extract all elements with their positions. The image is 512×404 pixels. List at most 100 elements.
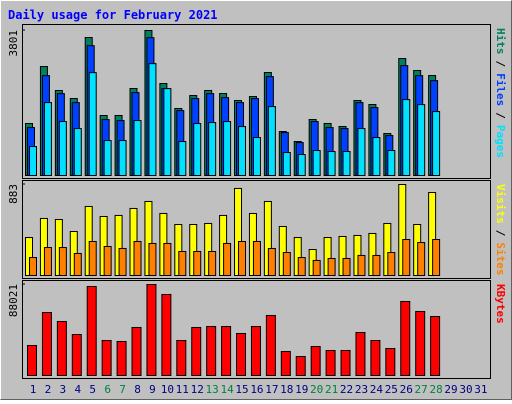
y-tick-label: 88021 <box>7 284 20 317</box>
bar <box>402 239 411 276</box>
bar <box>131 326 142 376</box>
x-tick-label: 5 <box>89 383 96 396</box>
bar <box>372 254 381 276</box>
x-tick-label: 27 <box>415 383 428 396</box>
legend-entry: Pages <box>494 125 507 158</box>
bar <box>133 120 142 176</box>
x-tick-label: 6 <box>104 383 111 396</box>
bar <box>161 293 172 376</box>
bar <box>297 257 306 277</box>
bar <box>163 88 172 176</box>
bar <box>252 137 261 176</box>
legend: KBytes <box>494 284 507 324</box>
bar <box>238 240 247 276</box>
legend: Hits / Files / Pages <box>494 28 507 158</box>
bar <box>73 128 82 176</box>
x-tick-label: 23 <box>355 383 368 396</box>
bar <box>223 121 232 176</box>
bar <box>357 254 366 276</box>
x-tick-label: 19 <box>295 383 308 396</box>
bar <box>178 250 187 277</box>
legend-entry: Hits <box>494 28 507 55</box>
bar <box>310 345 321 376</box>
bar <box>163 242 172 277</box>
bar <box>133 240 142 276</box>
legend-entry: Sites <box>494 242 507 275</box>
x-tick-label: 22 <box>340 383 353 396</box>
bar <box>312 150 321 176</box>
bar <box>297 154 306 177</box>
bar <box>191 326 202 376</box>
x-tick-label: 16 <box>250 383 263 396</box>
x-tick-label: 11 <box>176 383 189 396</box>
bar <box>58 247 67 277</box>
bar <box>101 339 112 377</box>
bar <box>430 315 441 376</box>
y-tick-label: 883 <box>7 184 20 204</box>
bar <box>387 150 396 176</box>
bar <box>370 339 381 377</box>
bar <box>103 140 112 177</box>
x-tick-label: 8 <box>134 383 141 396</box>
bar <box>88 240 97 276</box>
bar <box>193 123 202 176</box>
x-tick-label: 12 <box>191 383 204 396</box>
bar <box>280 350 291 377</box>
bar <box>148 63 157 176</box>
bar <box>355 331 366 376</box>
chart-title: Daily usage for February 2021 <box>8 8 218 22</box>
legend-separator: / <box>494 112 507 119</box>
x-tick-label: 24 <box>370 383 384 396</box>
bar <box>265 314 276 377</box>
bar <box>148 242 157 277</box>
bar <box>415 310 426 376</box>
bar <box>176 339 187 377</box>
x-tick-label: 13 <box>206 383 219 396</box>
bar <box>103 245 112 277</box>
bar <box>41 311 52 376</box>
bar <box>327 151 336 176</box>
x-tick-label: 18 <box>280 383 293 396</box>
bar <box>327 257 336 277</box>
x-tick-label: 17 <box>265 383 278 396</box>
x-tick-label: 4 <box>74 383 81 396</box>
bar <box>432 239 441 276</box>
x-tick-label: 30 <box>459 383 472 396</box>
bar <box>43 247 52 277</box>
legend-separator: / <box>494 230 507 237</box>
bar <box>118 140 127 177</box>
bar <box>342 257 351 277</box>
bar <box>267 106 276 176</box>
bar <box>146 284 157 376</box>
bar <box>417 104 426 176</box>
bar <box>357 128 366 176</box>
x-tick-label: 15 <box>235 383 248 396</box>
bar <box>267 247 276 277</box>
legend-entry: KBytes <box>494 284 507 324</box>
bar <box>56 320 67 376</box>
x-tick-label: 1 <box>30 383 37 396</box>
bar <box>193 250 202 277</box>
bar <box>29 257 37 277</box>
bar <box>340 349 351 376</box>
x-tick-label: 14 <box>220 383 234 396</box>
bar <box>118 247 127 277</box>
bar <box>71 333 82 376</box>
bar <box>86 285 97 376</box>
bar <box>88 72 97 176</box>
bar <box>27 344 37 377</box>
x-tick-label: 26 <box>400 383 413 396</box>
legend-entry: Files <box>494 73 507 106</box>
bar <box>342 151 351 176</box>
bar <box>208 250 217 277</box>
bar <box>250 325 261 377</box>
legend: Visits / Sites <box>494 184 507 276</box>
bar <box>43 102 52 176</box>
bar <box>282 252 291 276</box>
bar <box>432 111 441 176</box>
x-tick-label: 28 <box>429 383 442 396</box>
x-tick-label: 21 <box>325 383 338 396</box>
x-tick-label: 2 <box>45 383 52 396</box>
